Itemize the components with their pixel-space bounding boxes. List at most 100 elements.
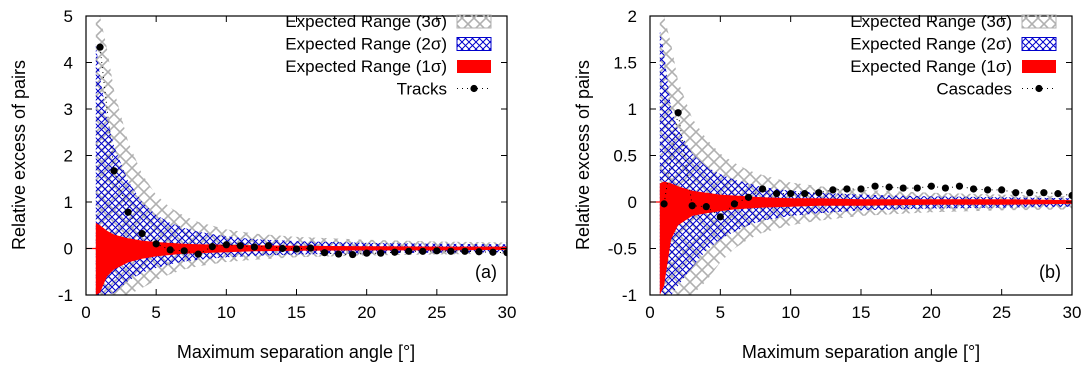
data-point bbox=[166, 246, 174, 254]
x-axis-label: Maximum separation angle [°] bbox=[742, 342, 980, 362]
band-1sigma bbox=[659, 181, 1072, 295]
x-tick-label: 5 bbox=[151, 303, 160, 322]
x-tick-label: 15 bbox=[287, 303, 306, 322]
y-tick-label: -1 bbox=[622, 286, 637, 305]
data-point bbox=[941, 184, 950, 192]
legend-label: Expected Range (2σ) bbox=[850, 35, 1012, 54]
x-tick-label: 10 bbox=[781, 303, 800, 322]
series-connector bbox=[663, 112, 1072, 218]
data-point bbox=[489, 248, 497, 256]
data-point bbox=[152, 240, 160, 248]
legend: Expected Range (3σ) Expected Range (2σ) Ex… bbox=[850, 12, 1057, 99]
panel-label: (a) bbox=[475, 262, 497, 282]
data-point bbox=[744, 193, 753, 201]
data-point bbox=[222, 241, 230, 249]
expected-range-bands bbox=[650, 16, 1072, 295]
data-point bbox=[1040, 189, 1048, 197]
data-points-tracks bbox=[96, 43, 507, 259]
data-point bbox=[292, 245, 301, 253]
legend-label: Expected Range (1σ) bbox=[285, 57, 447, 76]
x-tick-label: 5 bbox=[716, 303, 725, 322]
data-point bbox=[758, 185, 767, 193]
y-tick-label: 1.5 bbox=[613, 54, 637, 73]
y-axis-label: Relative excess of pairs bbox=[9, 60, 29, 250]
data-point bbox=[857, 185, 865, 193]
data-point bbox=[1026, 189, 1034, 197]
data-point bbox=[773, 190, 781, 198]
legend-swatch-1sigma bbox=[1022, 60, 1056, 73]
panel-a-tracks: 0 5 10 15 20 25 30 -1 0 1 2 3 4 5 Maximum separation … bbox=[9, 7, 516, 362]
axis-ticks: 0 5 10 15 20 25 30 -1 -0.5 0 0.5 1 1.5 2 bbox=[608, 7, 1082, 322]
data-point bbox=[124, 208, 132, 216]
data-point bbox=[815, 189, 823, 197]
x-tick-label: 10 bbox=[217, 303, 236, 322]
data-point bbox=[955, 182, 964, 190]
data-point bbox=[871, 182, 879, 190]
y-tick-label: 3 bbox=[64, 100, 73, 119]
y-axis-label: Relative excess of pairs bbox=[573, 60, 593, 250]
data-point bbox=[688, 202, 696, 210]
data-point bbox=[447, 247, 455, 255]
axis-ticks: 0 5 10 15 20 25 30 -1 0 1 2 3 4 5 bbox=[58, 7, 517, 322]
data-point bbox=[138, 230, 146, 238]
y-tick-label: 1 bbox=[628, 100, 637, 119]
data-point bbox=[194, 250, 202, 258]
data-point bbox=[180, 247, 188, 255]
data-point bbox=[801, 190, 809, 198]
legend-swatch-point bbox=[470, 84, 478, 93]
legend-swatch-1sigma bbox=[457, 60, 491, 73]
data-point bbox=[208, 243, 216, 251]
data-point bbox=[335, 250, 343, 258]
data-point bbox=[674, 109, 682, 117]
legend: Expected Range (3σ) Expected Range (2σ) Ex… bbox=[285, 12, 492, 99]
data-point bbox=[998, 186, 1006, 194]
data-point bbox=[306, 244, 315, 252]
data-point bbox=[969, 185, 978, 193]
data-point bbox=[1068, 191, 1072, 200]
x-tick-label: 0 bbox=[645, 303, 654, 322]
data-point bbox=[363, 249, 371, 257]
y-tick-label: -1 bbox=[58, 286, 73, 305]
data-point bbox=[278, 244, 287, 253]
data-point bbox=[829, 186, 837, 194]
y-tick-label: 2 bbox=[628, 7, 637, 26]
data-point bbox=[503, 249, 507, 257]
data-point bbox=[405, 247, 413, 255]
y-tick-label: 0 bbox=[628, 193, 637, 212]
data-point bbox=[660, 200, 668, 208]
data-point bbox=[461, 247, 469, 255]
data-point bbox=[716, 213, 724, 221]
data-point bbox=[899, 184, 907, 192]
data-point bbox=[377, 249, 385, 257]
legend-label: Expected Range (1σ) bbox=[850, 57, 1012, 76]
x-tick-label: 20 bbox=[357, 303, 376, 322]
legend-label: Expected Range (3σ) bbox=[850, 12, 1012, 31]
x-tick-label: 25 bbox=[992, 303, 1011, 322]
y-tick-label: 0 bbox=[64, 240, 73, 259]
x-tick-label: 30 bbox=[1063, 303, 1082, 322]
data-point bbox=[885, 183, 893, 191]
x-tick-label: 15 bbox=[852, 303, 871, 322]
y-tick-label: 1 bbox=[64, 193, 73, 212]
data-point bbox=[433, 247, 441, 255]
data-point bbox=[320, 249, 329, 257]
y-tick-label: 4 bbox=[64, 54, 73, 73]
data-point bbox=[110, 167, 118, 175]
data-point bbox=[927, 182, 935, 190]
data-point bbox=[702, 203, 710, 211]
legend-label: Expected Range (2σ) bbox=[285, 35, 447, 54]
data-point bbox=[236, 242, 244, 250]
band-3sigma bbox=[659, 16, 1072, 295]
legend-label: Expected Range (3σ) bbox=[285, 12, 447, 31]
x-tick-label: 30 bbox=[498, 303, 517, 322]
data-point bbox=[1054, 190, 1062, 198]
legend-label: Tracks bbox=[397, 80, 447, 99]
legend-swatch-point bbox=[1035, 84, 1043, 93]
data-point bbox=[1012, 189, 1020, 197]
legend-swatch-3sigma bbox=[456, 14, 492, 29]
legend-swatch-2sigma bbox=[1021, 37, 1057, 51]
y-tick-label: 5 bbox=[64, 7, 73, 26]
data-point bbox=[250, 243, 258, 251]
data-point bbox=[913, 184, 921, 192]
